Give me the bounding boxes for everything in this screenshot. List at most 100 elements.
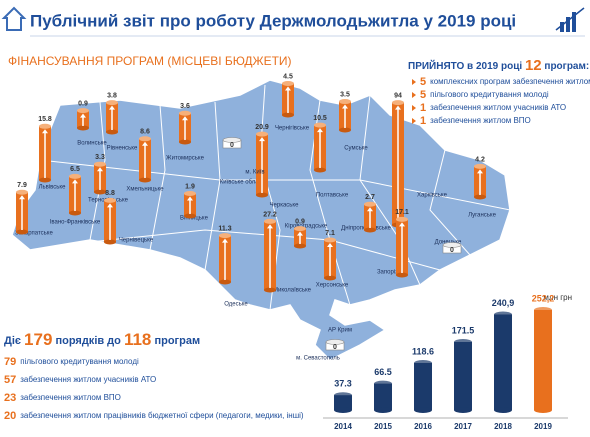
arrow-head: [72, 179, 78, 184]
bar-top: [454, 338, 472, 345]
region-value: 10.5: [313, 115, 327, 122]
region-name: Луганське: [468, 213, 497, 219]
region-value: 6.5: [70, 166, 80, 173]
bar-base: [494, 407, 512, 413]
region-value: 3.5: [340, 91, 350, 98]
cylinder-top: [282, 81, 294, 87]
item-count: 20: [4, 410, 16, 422]
region-name: Запорізьке: [377, 270, 408, 276]
cylinder-top: [106, 100, 118, 106]
region-value: 3.3: [95, 154, 105, 161]
map-layer: Волинське 0.9 Рівненське 3.8 Житомирське 3.6 К…: [15, 73, 496, 361]
bar: [334, 395, 352, 410]
adopted-tail: програм:: [544, 61, 589, 72]
value-label: 240,9: [492, 298, 515, 308]
arrow-head: [142, 141, 148, 146]
arrow-head: [182, 116, 188, 121]
bar: [454, 341, 472, 410]
arrow-head: [259, 137, 265, 142]
active-items: 79 пільгового кредитування молоді 57 забезп…: [4, 356, 304, 422]
cylinder-top: [314, 122, 326, 128]
active-lead: Діє: [4, 335, 21, 347]
region-value: 3.6: [180, 103, 190, 110]
region-value: 0.9: [295, 218, 305, 225]
cylinder-base: [294, 243, 306, 249]
active-item: 79 пільгового кредитування молоді: [4, 356, 139, 368]
item-text: забезпечення житлом учасників АТО: [20, 375, 156, 384]
region-value: 0: [450, 247, 454, 254]
region-name: Миколаївське: [273, 288, 312, 294]
active-item: 23 забезпечення житлом ВПО: [4, 392, 121, 404]
region-name: Черкаське: [270, 203, 300, 209]
region-name: Хмельницьке: [126, 187, 164, 193]
value-label: 66.5: [374, 367, 392, 377]
cylinder-top: [396, 216, 408, 222]
cylinder-base: [106, 129, 118, 135]
city-label: м. Севастополь: [296, 356, 340, 362]
region-value: 27.2: [263, 211, 277, 218]
region-name: Чернігівське: [275, 126, 310, 132]
region-value: 0.9: [78, 100, 88, 107]
bar: [414, 362, 432, 410]
arrow-head: [109, 105, 115, 110]
active-tail: програм: [154, 335, 200, 347]
bar: [494, 314, 512, 410]
region-value: 17.1: [395, 209, 409, 216]
cylinder-top: [339, 99, 351, 105]
cylinder-top: [364, 201, 376, 207]
adopted: ПРИЙНЯТО в 2019 році 12 програм: 5 компле…: [408, 57, 590, 127]
bar-base: [334, 407, 352, 413]
item-count: 1: [420, 102, 426, 114]
arrow-head: [477, 169, 483, 174]
bullet: [412, 79, 416, 85]
item-text: пільгового кредитування молоді: [20, 357, 139, 366]
active-item: 57 забезпечення житлом учасників АТО: [4, 374, 156, 386]
bar-base: [374, 407, 392, 413]
region-value: 2.7: [365, 194, 375, 201]
bar: [374, 383, 392, 410]
cylinder-top: [442, 242, 462, 248]
region-name: Одеське: [224, 302, 248, 308]
item-count: 57: [4, 374, 16, 386]
cylinder-top: [264, 218, 276, 224]
bar-base: [534, 407, 552, 413]
bullet: [412, 118, 416, 124]
item-text: пільгового кредитування молоді: [430, 90, 549, 99]
item-text: забезпечення житлом працівників бюджетно…: [20, 411, 304, 420]
region-value: 94: [394, 92, 402, 99]
region-value: 3.8: [107, 92, 117, 99]
region-name: Полтавське: [316, 193, 349, 199]
region-name: Чернівецьке: [119, 238, 154, 244]
cylinder-top: [392, 100, 404, 106]
arrow-head: [80, 113, 86, 118]
bar-top: [374, 380, 392, 387]
x-tick-label: 2017: [454, 422, 472, 431]
arrow-head: [395, 105, 401, 110]
adopted-item: 5 комплексних програм забезпечення житлом: [420, 76, 590, 88]
cylinder-top: [39, 123, 51, 129]
cylinder-top: [184, 190, 196, 196]
value-label: 252,2: [532, 293, 555, 303]
cylinder-base: [396, 272, 408, 278]
region-value: 0: [230, 142, 234, 149]
region-name: Волинське: [77, 141, 107, 147]
bar-chart: 37.3 2014 66.5 2015 118.6 2016 171.5 2017 240,9 2…: [323, 293, 568, 431]
cylinder-base: [139, 177, 151, 183]
item-count: 23: [4, 392, 16, 404]
arrow-head: [297, 231, 303, 236]
cylinder-top: [474, 163, 486, 169]
subtitle: ФІНАНСУВАННЯ ПРОГРАМ (МІСЦЕВІ БЮДЖЕТИ): [8, 54, 292, 68]
region-name: Сумське: [344, 146, 368, 152]
cylinder-base: [179, 139, 191, 145]
bar-base: [414, 407, 432, 413]
adopted-items: 5 комплексних програм забезпечення житлом…: [412, 76, 590, 127]
region-name: Закарпатське: [15, 231, 53, 237]
cylinder-top: [325, 339, 345, 345]
item-text: комплексних програм забезпечення житлом: [430, 77, 590, 86]
cylinder-top: [16, 189, 28, 195]
region-name: Житомирське: [166, 156, 205, 162]
region-name: Харківське: [417, 193, 448, 199]
cylinder-base: [256, 192, 268, 198]
active: Діє 179 порядків до 118 програм 79 пільго…: [4, 330, 304, 421]
